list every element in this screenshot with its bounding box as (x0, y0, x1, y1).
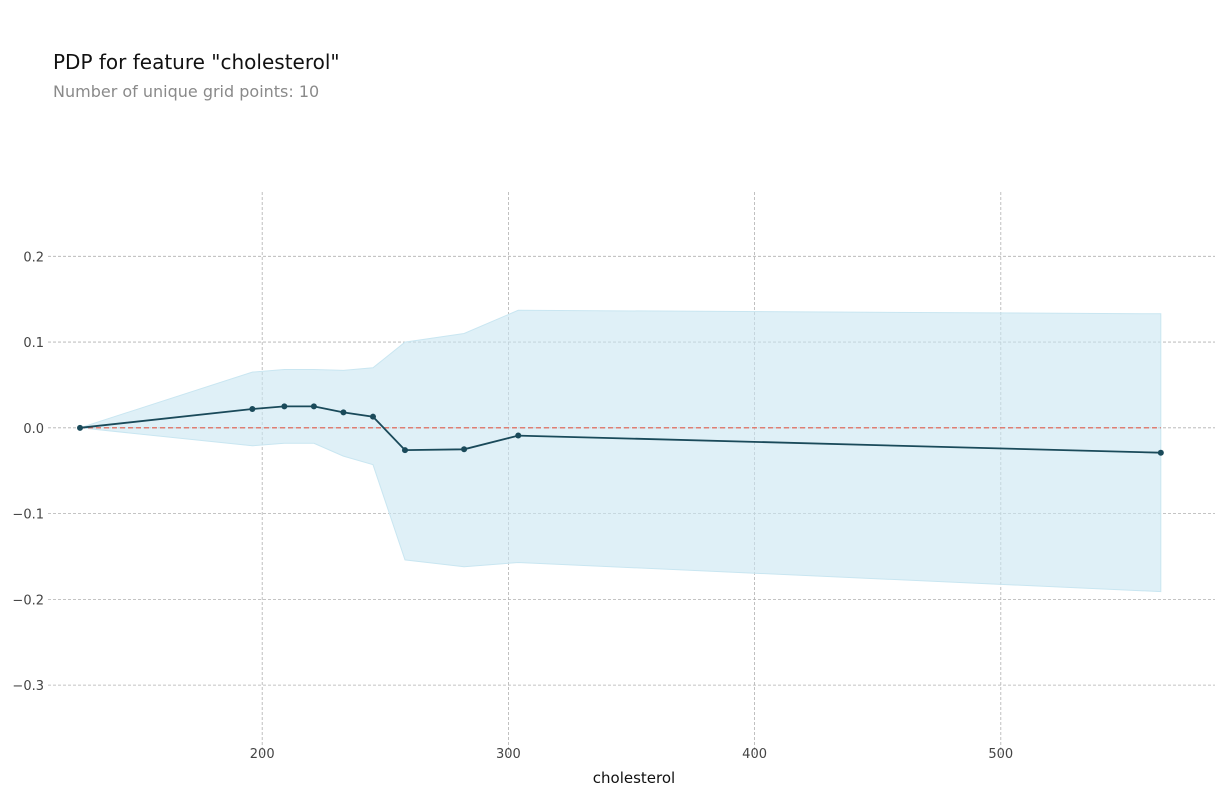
y-tick-label: −0.3 (12, 679, 44, 694)
pdp-point (310, 403, 317, 410)
x-tick-label: 400 (742, 747, 767, 762)
x-tick-label: 500 (988, 747, 1013, 762)
pdp-line-layer (79, 405, 1161, 454)
confidence-band (79, 309, 1162, 593)
pdp-point (281, 403, 288, 410)
pdp-point (249, 405, 256, 412)
pdp-point (340, 409, 347, 416)
y-tick-label: 0.1 (23, 336, 44, 351)
pdp-point (401, 447, 408, 454)
y-tick-label: −0.2 (12, 593, 44, 608)
x-tick-label: 300 (496, 747, 521, 762)
pdp-points-layer (77, 403, 1164, 456)
pdp-point (515, 432, 522, 439)
y-tick-label: −0.1 (12, 508, 44, 523)
y-tick-label: 0.2 (23, 250, 44, 265)
chart-subtitle: Number of unique grid points: 10 (53, 82, 320, 101)
pdp-point (461, 446, 468, 453)
y-tick-label: 0.0 (23, 422, 44, 437)
chart-title: PDP for feature "cholesterol" (53, 50, 340, 74)
confidence-band-layer (79, 309, 1162, 593)
x-tick-label: 200 (250, 747, 275, 762)
pdp-line (79, 405, 1161, 454)
pdp-point (1157, 449, 1164, 456)
x-axis-label: cholesterol (593, 769, 675, 787)
tick-label-layer: 200 300 400 500 0.2 0.1 0.0 −0.1 −0.2 −0.3 (12, 250, 1013, 762)
pdp-point (369, 413, 376, 420)
pdp-point (77, 424, 84, 431)
